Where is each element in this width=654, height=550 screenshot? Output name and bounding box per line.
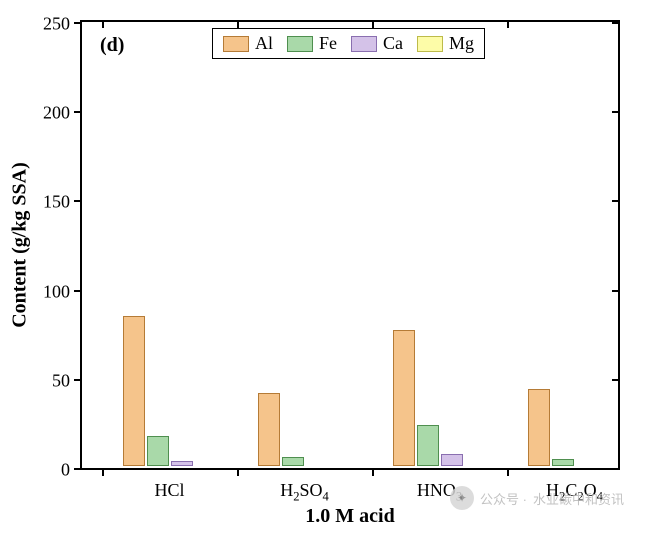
legend-swatch: [223, 36, 249, 52]
y-tick-label: 50: [52, 370, 70, 391]
bar-ca: [171, 461, 193, 466]
legend-item-al: Al: [223, 33, 273, 54]
legend-swatch: [351, 36, 377, 52]
x-tick-label: HCl: [154, 480, 184, 501]
x-tick: [372, 468, 374, 476]
bar-al: [393, 330, 415, 466]
y-tick-right: [612, 379, 620, 381]
y-tick-label: 0: [61, 460, 70, 481]
chart-container: (d) AlFeCaMg 050100150200250HClH2SO4HNO3…: [80, 20, 620, 470]
legend-label: Mg: [449, 33, 474, 54]
x-tick: [237, 468, 239, 476]
panel-label: (d): [100, 34, 124, 57]
x-axis-title: 1.0 M acid: [305, 505, 394, 528]
y-tick: [74, 22, 82, 24]
bar-fe: [417, 425, 439, 466]
x-tick: [507, 468, 509, 476]
bar-ca: [441, 454, 463, 466]
x-tick: [102, 468, 104, 476]
y-tick-right: [612, 111, 620, 113]
y-tick: [74, 468, 82, 470]
watermark-text: 水业碳中和资讯: [533, 489, 624, 508]
legend: Al Fe Ca Mg: [212, 28, 485, 59]
legend-label: Fe: [319, 33, 337, 54]
x-tick-top: [102, 20, 104, 28]
watermark-prefix: 公众号 ·: [480, 489, 527, 508]
legend-swatch: [287, 36, 313, 52]
legend-item-mg: Mg: [417, 33, 474, 54]
bar-al: [528, 389, 550, 466]
y-tick-label: 100: [43, 281, 70, 302]
y-tick: [74, 379, 82, 381]
watermark-icon: ✦: [450, 486, 474, 510]
legend-item-fe: Fe: [287, 33, 337, 54]
y-tick: [74, 200, 82, 202]
y-tick-right: [612, 22, 620, 24]
bar-fe: [147, 436, 169, 466]
y-tick-label: 200: [43, 103, 70, 124]
x-tick-top: [372, 20, 374, 28]
y-tick-label: 250: [43, 14, 70, 35]
legend-label: Ca: [383, 33, 403, 54]
y-tick: [74, 111, 82, 113]
x-tick-label: H2SO4: [280, 480, 329, 505]
y-tick-right: [612, 468, 620, 470]
y-axis-title: Content (g/kg SSA): [9, 162, 32, 328]
y-tick-right: [612, 200, 620, 202]
watermark: ✦ 公众号 · 水业碳中和资讯: [450, 486, 624, 510]
x-tick-top: [507, 20, 509, 28]
bar-al: [123, 316, 145, 466]
y-tick-right: [612, 290, 620, 292]
y-tick-label: 150: [43, 192, 70, 213]
bar-fe: [552, 459, 574, 466]
legend-item-ca: Ca: [351, 33, 403, 54]
plot-area: (d) AlFeCaMg 050100150200250HClH2SO4HNO3…: [80, 20, 620, 470]
y-tick: [74, 290, 82, 292]
legend-label: Al: [255, 33, 273, 54]
bar-fe: [282, 457, 304, 466]
legend-swatch: [417, 36, 443, 52]
bar-al: [258, 393, 280, 466]
x-tick-top: [237, 20, 239, 28]
